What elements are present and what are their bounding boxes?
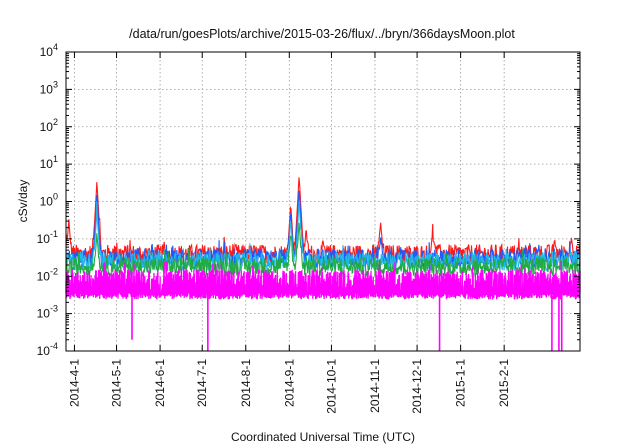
plot-area: [65, 177, 581, 351]
series-line-magenta: [65, 260, 581, 300]
y-tick-label: 103: [40, 79, 58, 96]
y-tick-label: 100: [40, 192, 58, 209]
x-tick-label: 2015-2-1: [497, 359, 511, 407]
x-tick-label: 2014-9-1: [282, 359, 296, 407]
y-axis-label: cSv/day: [16, 180, 30, 223]
y-tick-label: 104: [40, 42, 58, 59]
series-magenta: [65, 260, 581, 351]
y-tick-label: 10-3: [37, 304, 58, 321]
series-line-green: [65, 222, 581, 277]
y-tick-label: 10-2: [37, 266, 58, 283]
series-green: [65, 222, 581, 277]
x-tick-label: 2014-4-1: [67, 359, 81, 407]
x-tick-label: 2014-10-1: [324, 359, 338, 414]
y-axis: 10-4 10-3 10-2 10-1 100 101 102 103 104: [37, 42, 580, 358]
x-axis-label: Coordinated Universal Time (UTC): [231, 430, 415, 444]
y-tick-label: 101: [40, 154, 58, 171]
x-tick-label: 2015-1-1: [454, 359, 468, 407]
x-tick-label: 2014-12-1: [410, 359, 424, 414]
y-tick-label: 10-4: [37, 341, 58, 358]
x-tick-label: 2014-5-1: [110, 359, 124, 407]
x-tick-label: 2014-11-1: [368, 359, 382, 413]
grid: [66, 52, 580, 351]
y-tick-label: 102: [40, 117, 58, 134]
x-tick-label: 2014-6-1: [153, 359, 167, 407]
x-tick-label: 2014-7-1: [195, 359, 209, 407]
chart-title: /data/run/goesPlots/archive/2015-03-26/f…: [129, 27, 515, 41]
x-tick-label: 2014-8-1: [239, 359, 253, 407]
x-axis: 2014-4-1 2014-5-1 2014-6-1 2014-7-1 2014-8-1…: [67, 52, 511, 414]
y-tick-label: 10-1: [37, 229, 58, 246]
